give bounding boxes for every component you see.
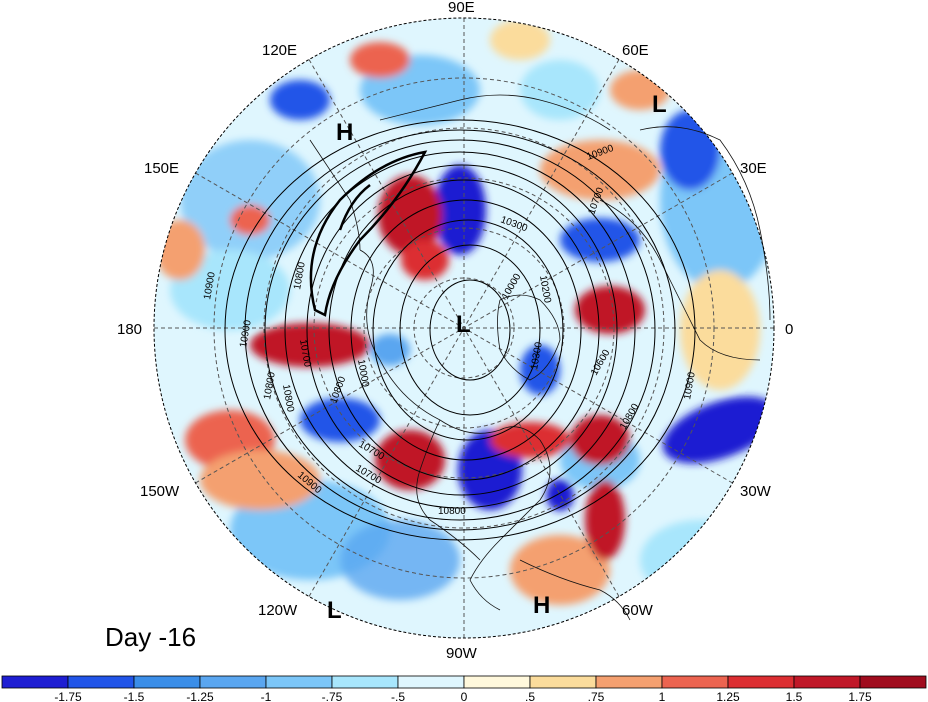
lon-label-150w: 150W [140, 483, 180, 500]
contour-line [224, 119, 696, 541]
colorbar-tick-label: -1 [261, 690, 272, 702]
colorbar-box [859, 675, 927, 689]
contour-label: 10700 [297, 339, 313, 369]
colorbar-tick-label: .5 [525, 690, 535, 702]
colorbar-tick-label: -1.25 [186, 690, 214, 702]
panel-label: Day -16 [105, 622, 196, 652]
colorbar-tick-label: .75 [588, 690, 605, 702]
contour-line [264, 139, 656, 521]
contour-line [328, 179, 600, 481]
colorbar-box [661, 675, 729, 689]
contour-label: 10000 [355, 359, 371, 389]
lon-label-150e: 150E [144, 160, 179, 177]
lon-label-90e: 90E [448, 0, 475, 16]
colorbar-box [727, 675, 795, 689]
meridian-60w-line [308, 59, 620, 597]
colorbar-box [595, 675, 663, 689]
latitude-circle [263, 127, 665, 529]
contour-label: 10300 [529, 341, 545, 371]
colorbar-box [793, 675, 861, 689]
high-center-marker: H [336, 119, 353, 146]
contour-label: 10200 [537, 275, 553, 305]
colorbar-tick-label: -.75 [322, 690, 343, 702]
contour-line [244, 129, 676, 531]
contour-label: 10900 [238, 319, 254, 349]
lon-label-0: 0 [785, 321, 793, 338]
lon-label-30e: 30E [740, 160, 767, 177]
colorbar-box [199, 675, 267, 689]
contour-line [284, 151, 636, 509]
contour-line [399, 244, 541, 416]
contour-line [372, 219, 564, 441]
colorbar-box [67, 675, 135, 689]
colorbar-tick-label: -1.75 [54, 690, 82, 702]
colorbar-tick-label: 1 [659, 690, 666, 702]
lon-label-120w: 120W [258, 602, 298, 619]
colorbar-boxes [1, 675, 927, 689]
colorbar-box [1, 675, 69, 689]
colorbar-tick-label: 1.25 [716, 690, 740, 702]
contour-line [306, 164, 618, 496]
lon-label-60w: 60W [622, 602, 654, 619]
closed-high-contour-inner [338, 184, 371, 231]
colorbar-tick-label: 1.5 [786, 690, 803, 702]
colorbar-tick-label: 0 [461, 690, 468, 702]
low-center-marker: L [327, 597, 342, 624]
low-center-marker: L [652, 91, 667, 118]
lon-label-180: 180 [117, 321, 142, 338]
map-disk: 10900 10700 10300 10200 10000 10800 1070… [153, 17, 775, 639]
colorbar-tick-label: 1.75 [848, 690, 872, 702]
lon-label-60e: 60E [622, 42, 649, 59]
colorbar: -1.75 -1.5 -1.25 -1 -.75 -.5 0 .5 .75 1 1.25 1.5 1.7… [1, 675, 927, 702]
contour-label: 10800 [292, 261, 308, 291]
colorbar-box [265, 675, 333, 689]
contour-label: 10900 [682, 371, 698, 401]
lon-label-30w: 30W [740, 483, 772, 500]
height-contours [224, 119, 696, 541]
contour-label: 10800 [280, 384, 296, 414]
pressure-centers: H L L L H [327, 91, 667, 624]
longitude-labels: 90E 60E 30E 0 30W 60W 90W 120W 150W 180 … [117, 0, 793, 662]
low-center-marker: L [456, 311, 471, 338]
colorbar-box [463, 675, 531, 689]
colorbar-tick-label: -.5 [391, 690, 405, 702]
graticule [154, 18, 774, 638]
colorbar-tick-labels: -1.75 -1.5 -1.25 -1 -.75 -.5 0 .5 .75 1 1.25 1.5 1.7… [54, 690, 872, 702]
lon-label-90w: 90W [446, 645, 478, 662]
latitude-circle [313, 177, 615, 479]
map-boundary [153, 17, 775, 639]
contour-label: 10800 [262, 371, 278, 401]
colorbar-box [331, 675, 399, 689]
high-center-marker: H [533, 592, 550, 619]
colorbar-box [397, 675, 465, 689]
colorbar-box [133, 675, 201, 689]
colorbar-tick-label: -1.5 [124, 690, 145, 702]
colorbar-box [529, 675, 597, 689]
closed-high-contour [309, 150, 428, 317]
lon-label-120e: 120E [262, 42, 297, 59]
contour-label: 10800 [438, 506, 466, 517]
contour-label: 10900 [202, 271, 218, 301]
contour-line [350, 199, 582, 461]
contour-line [429, 279, 511, 381]
